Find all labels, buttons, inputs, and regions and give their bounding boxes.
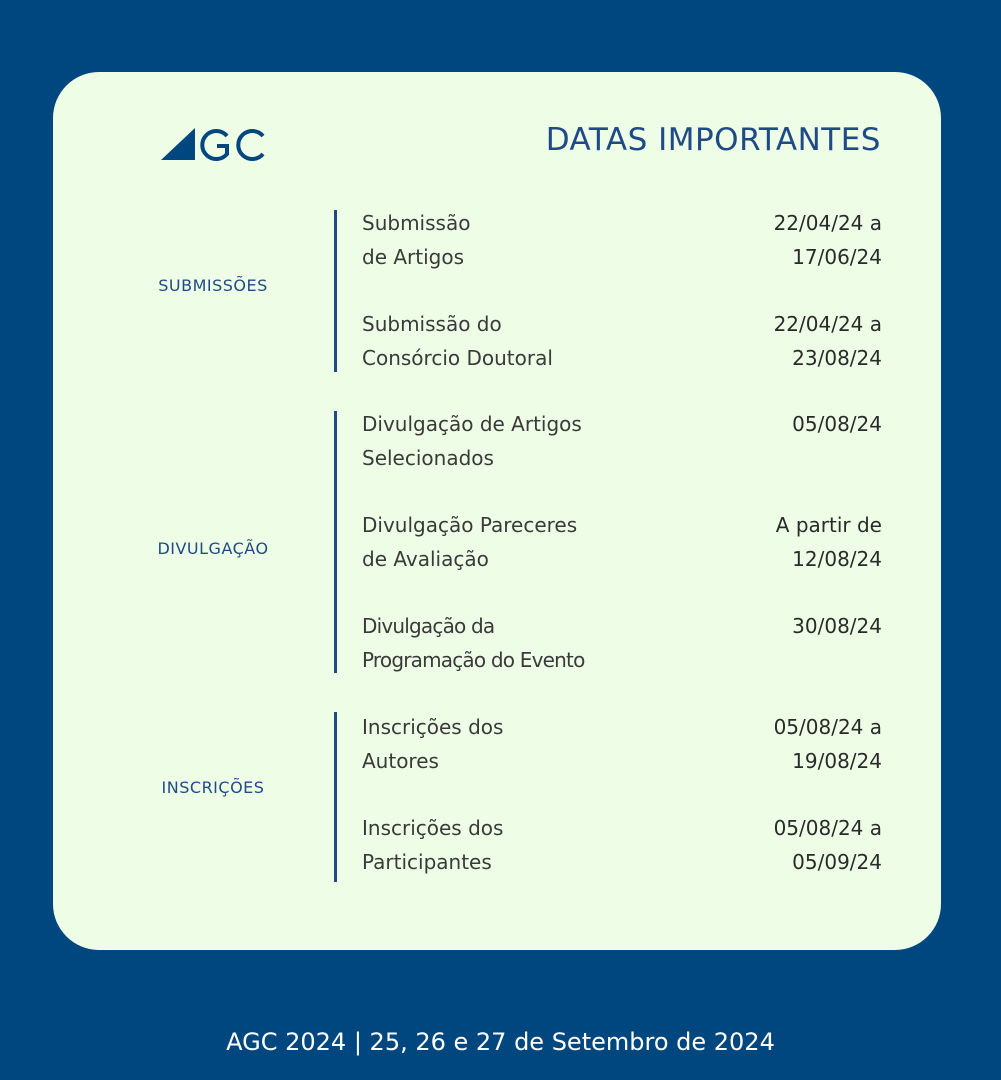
event-footer: AGC 2024 | 25, 26 e 27 de Setembro de 20…	[226, 1028, 775, 1056]
divider	[334, 411, 337, 673]
dates-card	[53, 72, 941, 950]
date-item: Submissão do Consórcio Doutoral 22/04/24…	[362, 307, 882, 377]
item-label: Inscrições dos Autores	[362, 715, 504, 773]
date-item: Inscrições dos Participantes 05/08/24 a …	[362, 811, 882, 881]
item-label: Divulgação de Artigos Selecionados	[362, 412, 582, 470]
divider	[334, 712, 337, 882]
page-title: DATAS IMPORTANTES	[545, 122, 881, 158]
date-item: Divulgação de Artigos Selecionados 05/08…	[362, 407, 882, 477]
item-label: Divulgação da Programação do Evento	[362, 614, 585, 672]
category-label: SUBMISSÕES	[158, 276, 268, 295]
item-date: 22/04/24 a 23/08/24	[773, 312, 882, 370]
item-label: Submissão do Consórcio Doutoral	[362, 312, 553, 370]
agc-logo	[161, 128, 265, 161]
date-item: Divulgação da Programação do Evento 30/0…	[362, 609, 882, 679]
item-date: 05/08/24 a 05/09/24	[773, 816, 882, 874]
item-label: Divulgação Pareceres de Avaliação	[362, 513, 578, 571]
item-date: 30/08/24	[792, 614, 882, 638]
item-date: 05/08/24 a 19/08/24	[773, 715, 882, 773]
date-item: Inscrições dos Autores 05/08/24 a 19/08/…	[362, 710, 882, 780]
item-label: Inscrições dos Participantes	[362, 816, 504, 874]
date-item: Divulgação Pareceres de Avaliação A part…	[362, 508, 882, 578]
item-date: 05/08/24	[792, 412, 882, 436]
date-item: Submissão de Artigos 22/04/24 a 17/06/24	[362, 206, 882, 276]
item-date: A partir de 12/08/24	[775, 513, 882, 571]
category-label: DIVULGAÇÃO	[157, 539, 269, 558]
item-date: 22/04/24 a 17/06/24	[773, 211, 882, 269]
item-label: Submissão de Artigos	[362, 211, 471, 269]
divider	[334, 210, 337, 372]
category-label: INSCRIÇÕES	[161, 778, 265, 797]
